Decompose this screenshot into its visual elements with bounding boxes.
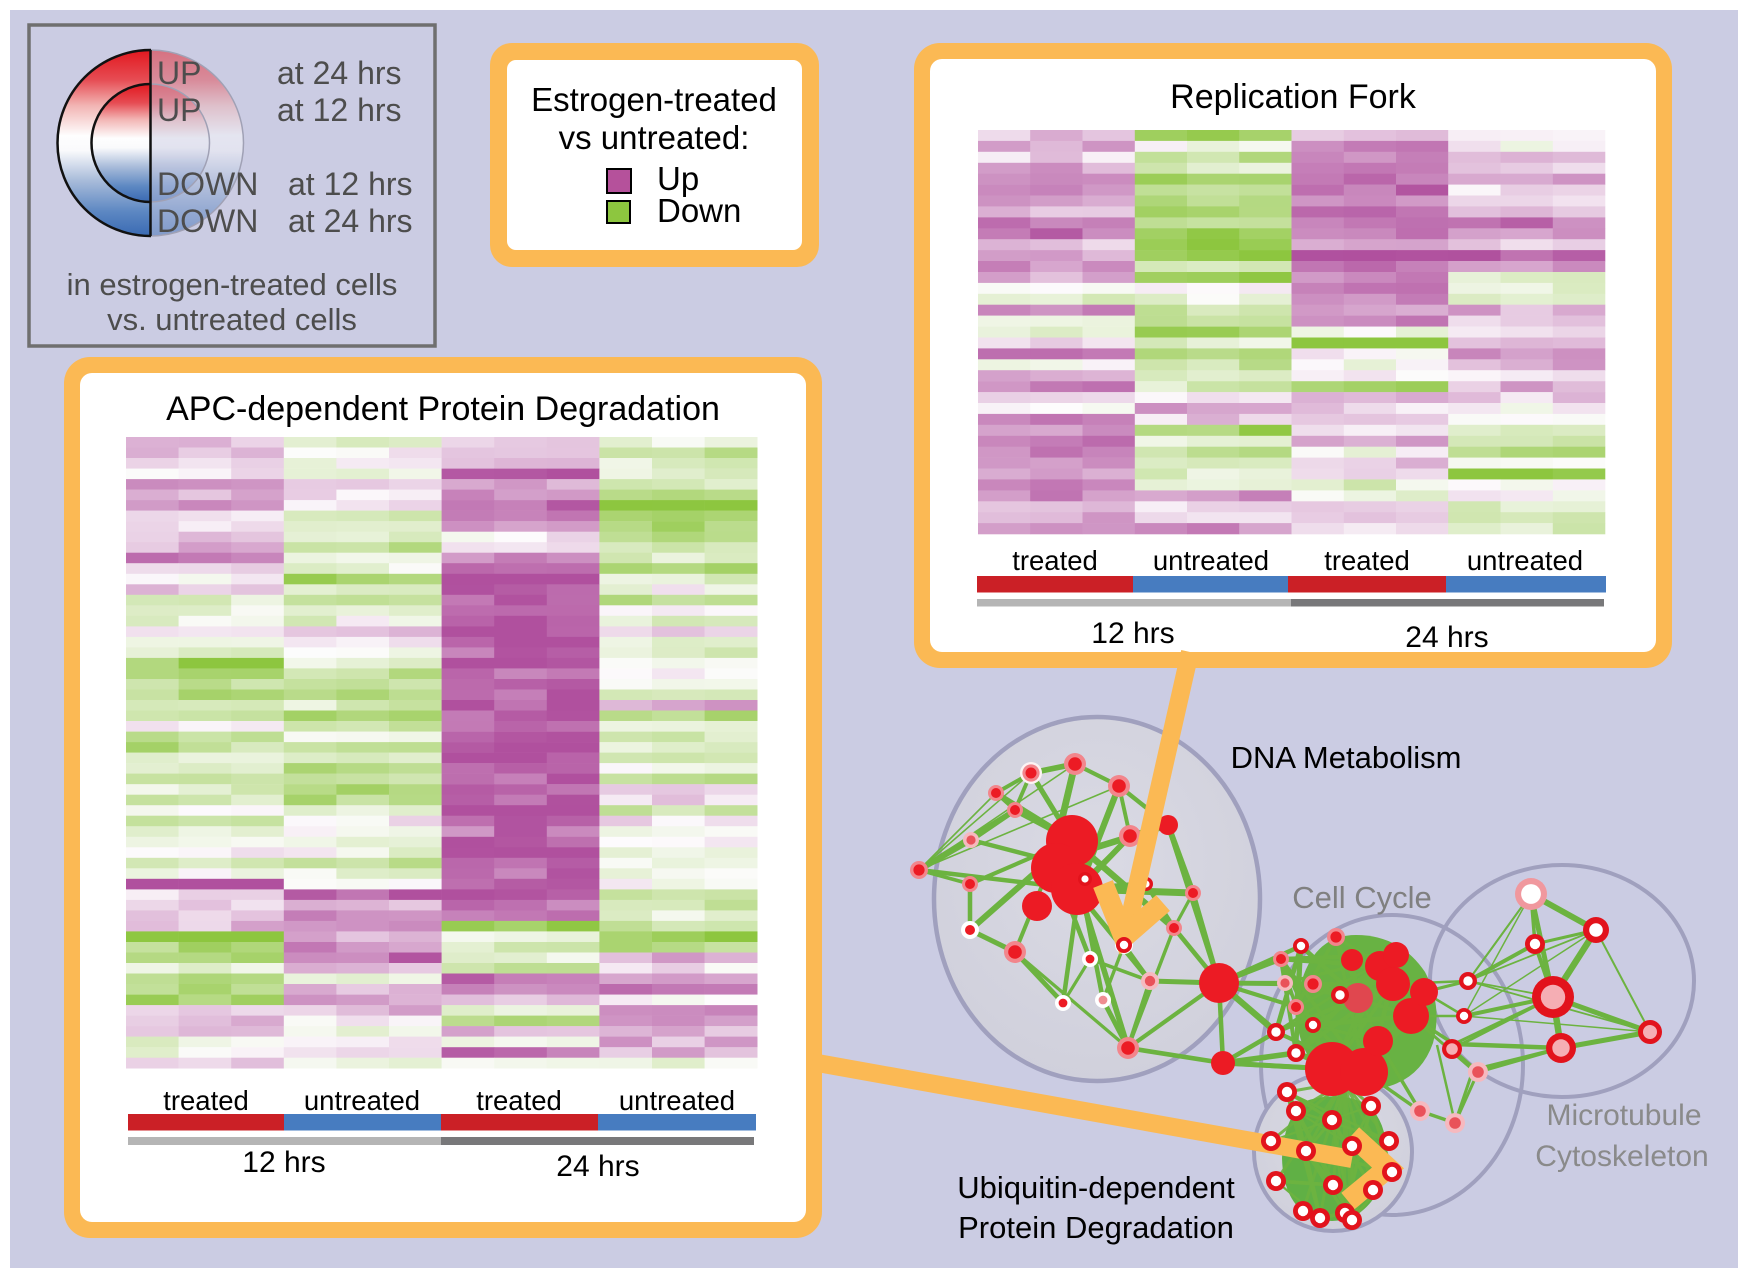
svg-text:DOWN: DOWN	[157, 166, 258, 202]
svg-text:UP: UP	[157, 55, 201, 91]
svg-text:Cytoskeleton: Cytoskeleton	[1535, 1140, 1708, 1173]
svg-text:at 24 hrs: at 24 hrs	[277, 55, 402, 91]
svg-text:Replication Fork: Replication Fork	[1170, 78, 1417, 116]
svg-text:treated: treated	[1012, 545, 1098, 576]
svg-text:UP: UP	[157, 92, 201, 128]
svg-text:DOWN: DOWN	[157, 203, 258, 239]
svg-text:treated: treated	[476, 1085, 562, 1116]
svg-text:Up: Up	[657, 160, 699, 197]
svg-text:APC-dependent Protein Degradat: APC-dependent Protein Degradation	[166, 390, 720, 428]
svg-text:Cell Cycle: Cell Cycle	[1292, 880, 1432, 915]
svg-text:24 hrs: 24 hrs	[556, 1150, 639, 1183]
svg-text:treated: treated	[163, 1085, 249, 1116]
svg-text:at 12 hrs: at 12 hrs	[288, 166, 413, 202]
svg-text:vs. untreated cells: vs. untreated cells	[107, 302, 357, 337]
svg-text:Protein Degradation: Protein Degradation	[958, 1210, 1234, 1245]
svg-text:at 12 hrs: at 12 hrs	[277, 92, 402, 128]
svg-text:Estrogen-treated: Estrogen-treated	[531, 81, 777, 118]
svg-text:vs untreated:: vs untreated:	[559, 119, 750, 156]
svg-text:12 hrs: 12 hrs	[242, 1146, 325, 1179]
svg-text:Microtubule: Microtubule	[1546, 1099, 1701, 1132]
svg-text:treated: treated	[1324, 545, 1410, 576]
svg-text:12 hrs: 12 hrs	[1091, 617, 1174, 650]
svg-text:untreated: untreated	[619, 1085, 735, 1116]
svg-text:untreated: untreated	[1153, 545, 1269, 576]
svg-text:at 24 hrs: at 24 hrs	[288, 203, 413, 239]
svg-text:Ubiquitin-dependent: Ubiquitin-dependent	[957, 1170, 1235, 1205]
svg-text:DNA Metabolism: DNA Metabolism	[1231, 740, 1462, 775]
svg-text:untreated: untreated	[304, 1085, 420, 1116]
svg-text:untreated: untreated	[1467, 545, 1583, 576]
svg-text:in estrogen-treated cells: in estrogen-treated cells	[67, 267, 398, 302]
svg-text:Down: Down	[657, 192, 741, 229]
svg-text:24 hrs: 24 hrs	[1405, 621, 1488, 654]
